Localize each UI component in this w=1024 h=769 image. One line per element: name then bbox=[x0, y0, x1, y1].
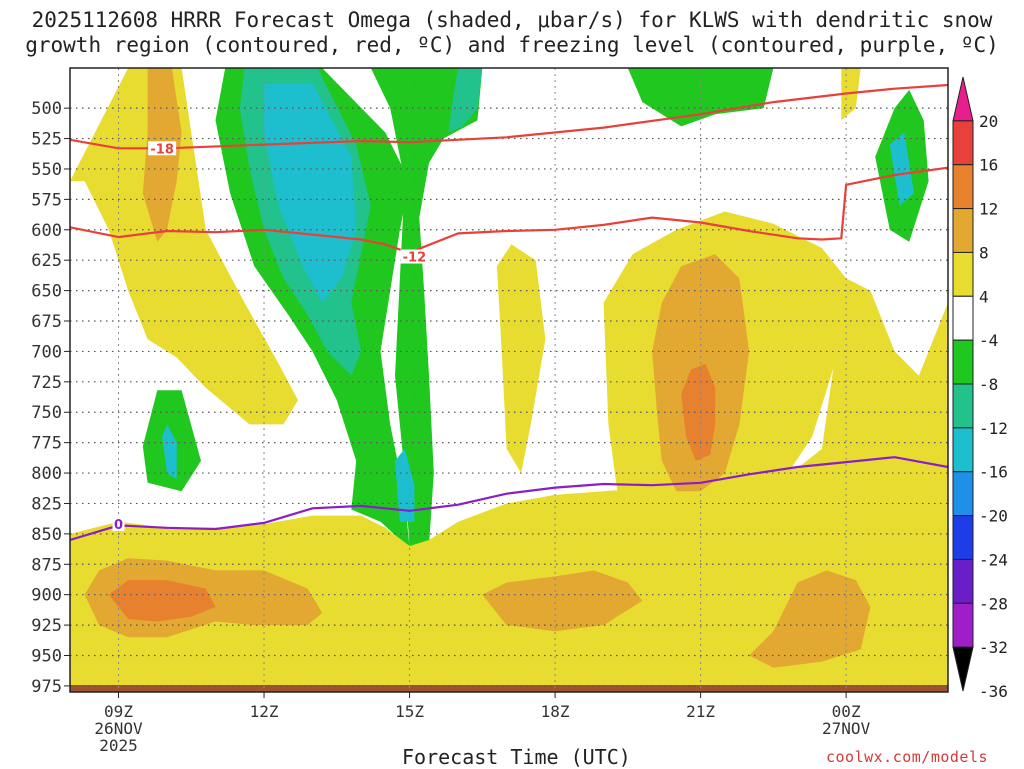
colorbar-label-minus16: -16 bbox=[979, 463, 1008, 482]
y-tick-label-650: 650 bbox=[31, 282, 62, 302]
chart-title-line-1: 2025112608 HRRR Forecast Omega (shaded, … bbox=[31, 8, 993, 32]
y-tick-label-500: 500 bbox=[31, 99, 62, 119]
axes: 500 525 550 575 600 625 650 675 700 725 750 775 800 8… bbox=[31, 99, 870, 755]
omega-region-ascent-cyan-left-cell bbox=[162, 424, 177, 480]
colorbar-label-minus20: -20 bbox=[979, 507, 1008, 526]
colorbar: 20 16 12 8 4 -4 -8 -12 -16 -20 -24 -28 -32 -36 bbox=[952, 76, 1008, 701]
plot-frame bbox=[69, 67, 949, 693]
colorbar-label-minus24: -24 bbox=[979, 550, 1008, 569]
isotherm-lines: -18 -12 0 bbox=[70, 83, 948, 542]
x-tick-label-21Z: 21Z bbox=[686, 702, 715, 721]
x-tick-sublabel-27NOV: 27NOV bbox=[822, 719, 871, 738]
colorbar-label-minus32: -32 bbox=[979, 638, 1008, 657]
omega-region-ascent-cyan-lower bbox=[395, 448, 415, 522]
y-tick-label-750: 750 bbox=[31, 403, 62, 423]
source-credit[interactable]: coolwx.com/models bbox=[826, 748, 989, 766]
colorbar-label-minus12: -12 bbox=[979, 419, 1008, 438]
ground-strip bbox=[70, 685, 948, 692]
isotherm-minus12C bbox=[70, 166, 948, 254]
colorbar-label-16: 16 bbox=[979, 156, 998, 175]
y-tick-label-550: 550 bbox=[31, 160, 62, 180]
x-tick-label-12Z: 12Z bbox=[250, 702, 279, 721]
y-tick-label-800: 800 bbox=[31, 464, 62, 484]
y-tick-label-875: 875 bbox=[31, 555, 62, 575]
chart-title-line-2: growth region (contoured, red, ºC) and f… bbox=[25, 33, 999, 57]
y-tick-label-775: 775 bbox=[31, 434, 62, 454]
x-tick-label-00Z: 00Z bbox=[832, 702, 861, 721]
colorbar-bin-9 bbox=[952, 471, 974, 517]
y-tick-label-900: 900 bbox=[31, 586, 62, 606]
colorbar-bin-4 bbox=[952, 251, 974, 297]
y-tick-label-850: 850 bbox=[31, 525, 62, 545]
colorbar-label-12: 12 bbox=[979, 200, 998, 219]
y-tick-label-825: 825 bbox=[31, 494, 62, 514]
omega-region-descent-orange-low-middle bbox=[482, 570, 643, 632]
plot-border bbox=[69, 67, 949, 693]
isotherm-minus18C-label-bg bbox=[148, 141, 177, 156]
isotherm-minus12C-label: -12 bbox=[403, 251, 427, 266]
colorbar-label-minus36: -36 bbox=[979, 682, 1008, 701]
colorbar-bin-5 bbox=[952, 295, 974, 341]
colorbar-bin-6 bbox=[952, 339, 974, 385]
y-tick-label-600: 600 bbox=[31, 221, 62, 241]
y-tick-label-975: 975 bbox=[31, 677, 62, 697]
y-tick-label-950: 950 bbox=[31, 647, 62, 667]
x-tick-sublabel-2025: 2025 bbox=[99, 736, 138, 755]
gridlines bbox=[70, 68, 948, 692]
colorbar-bin-8 bbox=[952, 427, 974, 473]
colorbar-label-minus8: -8 bbox=[979, 375, 998, 394]
colorbar-label-20: 20 bbox=[979, 112, 998, 131]
colorbar-bin-11 bbox=[952, 558, 974, 604]
freezing-level-0C-label: 0 bbox=[114, 518, 123, 533]
colorbar-label-minus4: -4 bbox=[979, 331, 998, 350]
omega-region-ascent-top-right bbox=[627, 68, 774, 127]
y-tick-label-525: 525 bbox=[31, 130, 62, 150]
colorbar-bin-2 bbox=[952, 164, 974, 210]
omega-region-descent-strong-lower-left bbox=[108, 580, 216, 622]
y-tick-label-725: 725 bbox=[31, 373, 62, 393]
colorbar-bin-1 bbox=[952, 120, 974, 166]
plot-area bbox=[70, 68, 948, 692]
colorbar-bin-3 bbox=[952, 208, 974, 253]
y-tick-label-625: 625 bbox=[31, 251, 62, 271]
y-tick-label-925: 925 bbox=[31, 616, 62, 636]
omega-region-descent-center-right bbox=[496, 244, 546, 474]
colorbar-top-arrow bbox=[952, 76, 974, 122]
colorbar-label-4: 4 bbox=[979, 287, 989, 306]
y-tick-label-675: 675 bbox=[31, 312, 62, 332]
colorbar-bin-10 bbox=[952, 515, 974, 560]
colorbar-bin-7 bbox=[952, 383, 974, 429]
colorbar-label-minus28: -28 bbox=[979, 594, 1008, 613]
isotherm-minus18C-label: -18 bbox=[150, 142, 174, 157]
x-axis-title: Forecast Time (UTC) bbox=[402, 745, 631, 769]
colorbar-bottom-arrow bbox=[952, 646, 974, 692]
omega-region-descent-left-band bbox=[70, 68, 298, 425]
x-tick-label-09Z: 09Z bbox=[104, 702, 133, 721]
y-tick-label-575: 575 bbox=[31, 190, 62, 210]
x-tick-label-15Z: 15Z bbox=[395, 702, 424, 721]
y-tick-label-700: 700 bbox=[31, 342, 62, 362]
omega-region-ascent-green-right-top bbox=[448, 68, 483, 133]
colorbar-label-8: 8 bbox=[979, 243, 989, 262]
x-tick-sublabel-26NOV: 26NOV bbox=[94, 719, 143, 738]
omega-region-descent-orange-low-right bbox=[749, 570, 871, 668]
omega-region-ascent-cyan-right bbox=[889, 132, 914, 206]
isotherm-minus12C-label-bg bbox=[400, 249, 429, 264]
omega-region-descent-strong-mid-right bbox=[681, 363, 716, 461]
x-tick-label-18Z: 18Z bbox=[541, 702, 570, 721]
freezing-level-0C-label-bg bbox=[112, 517, 125, 532]
colorbar-bin-12 bbox=[952, 602, 974, 648]
freezing-level-0C bbox=[70, 456, 948, 542]
